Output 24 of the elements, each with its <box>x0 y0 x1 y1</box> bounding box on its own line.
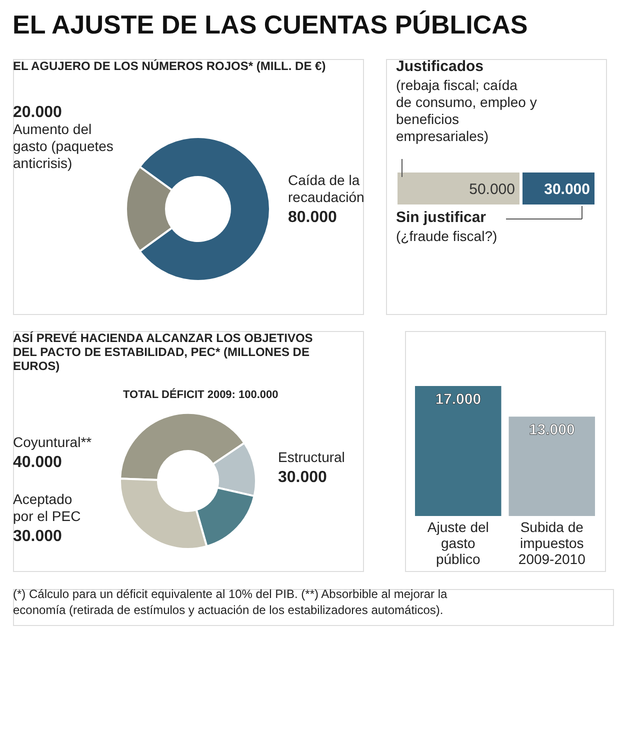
data-label: 17.000 <box>435 391 482 408</box>
text: (rebaja fiscal; caída de consumo, empleo y beneficios empresariales) <box>396 77 537 144</box>
slice-label: Coyuntural** <box>13 434 92 450</box>
data-label: 80.000 <box>288 209 338 226</box>
data-label: 13.000 <box>528 422 575 439</box>
text: (¿fraude fiscal?) <box>396 228 498 244</box>
data-label: 50.000 <box>469 181 515 198</box>
data-label: 30.000 <box>544 181 590 198</box>
slice-label: Aceptado por el PEC <box>13 491 81 524</box>
chart-title: ASÍ PREVÉ HACIENDA ALCANZAR LOS OBJETIVOS DEL PACTO DE ESTABILIDAD, PEC* (MILLONES DE EUROS) <box>13 331 313 373</box>
text: (*) Cálculo para un déficit equivalente al 10% del PIB. (**) Absorbible al mejorar la economía (retirada de estímulos y actuación de los estabilizadores automáticos). <box>13 587 448 617</box>
data-label: 20.000 <box>13 104 62 121</box>
slice-label: Aumento del gasto (paquetes anticrisis) <box>13 121 114 171</box>
text: Justificados <box>396 58 484 75</box>
x-tick-label: Ajuste del gasto público <box>427 519 489 567</box>
slice-label: Caída de la recaudación <box>288 172 364 205</box>
chart-subtitle: EL AGUJERO DE LOS NÚMEROS ROJOS* (MILL. DE €) <box>13 59 326 73</box>
chart-title: EL AJUSTE DE LAS CUENTAS PÚBLICAS <box>12 10 528 40</box>
chart-subtitle: TOTAL DÉFICIT 2009: 100.000 <box>123 388 278 401</box>
text: Estructural 30.000 <box>278 449 345 486</box>
x-tick-label: Subida de impuestos 2009-2010 <box>518 519 586 567</box>
data-label: 40.000 <box>13 454 62 471</box>
data-label: 30.000 <box>13 528 62 545</box>
text: Sin justificar <box>396 209 486 226</box>
